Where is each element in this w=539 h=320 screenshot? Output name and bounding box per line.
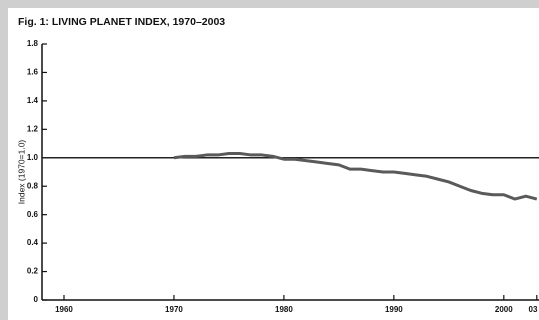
- y-tick-label: 0: [34, 295, 39, 304]
- x-tick-label: 1960: [55, 305, 73, 314]
- chart-title: Fig. 1: LIVING PLANET INDEX, 1970–2003: [18, 16, 225, 28]
- y-tick-label: 1.4: [27, 96, 39, 105]
- y-tick-label: 0.4: [27, 238, 39, 247]
- y-tick-label: 0.6: [27, 210, 39, 219]
- x-tick-label: 1970: [165, 305, 183, 314]
- y-tick-label: 1.0: [27, 153, 39, 162]
- x-tick-label: 2000: [495, 305, 513, 314]
- y-tick-label: 1.8: [27, 39, 39, 48]
- x-tick-label: 1980: [275, 305, 293, 314]
- y-tick-label: 1.6: [27, 68, 39, 77]
- x-tick-label: 1990: [385, 305, 403, 314]
- panel: [8, 8, 539, 320]
- y-tick-label: 0.2: [27, 267, 39, 276]
- y-tick-label: 0.8: [27, 181, 39, 190]
- y-tick-label: 1.2: [27, 124, 39, 133]
- x-tick-label: 03: [529, 305, 538, 314]
- data-line: [173, 152, 538, 201]
- y-axis-label: Index (1970=1.0): [16, 140, 26, 205]
